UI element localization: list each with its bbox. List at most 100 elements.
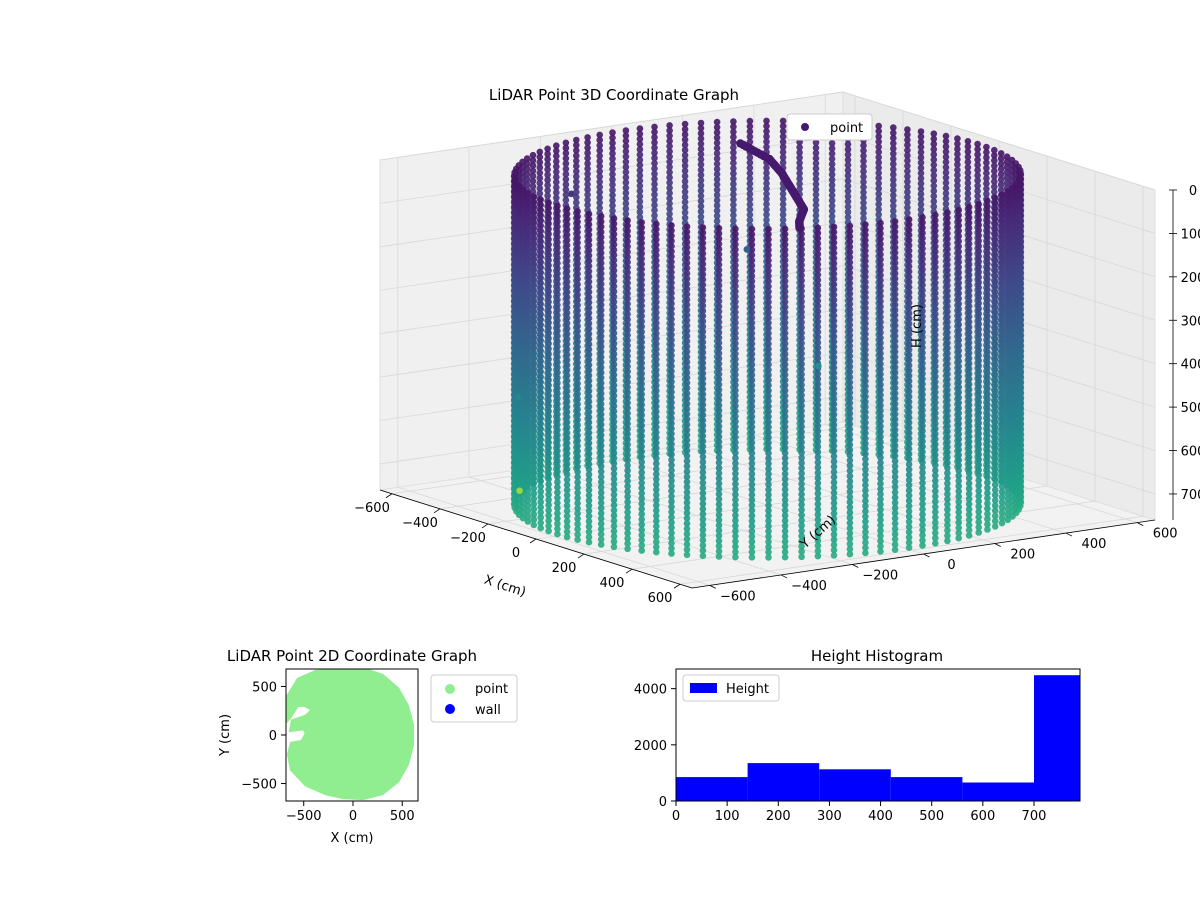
chart-3d-point [954, 192, 961, 200]
chart-3d-point [860, 189, 867, 196]
chart-3d-point [763, 211, 770, 218]
chart-3d-point [917, 169, 925, 177]
chart-3d-point [860, 194, 867, 201]
chart-3d-point [779, 117, 787, 125]
chart-3d-point [828, 166, 836, 173]
chart-3d-point [713, 170, 721, 178]
chart-3d-point [537, 524, 544, 532]
chart-3d-point [763, 185, 770, 192]
chart-3d-point [681, 183, 689, 190]
chart-3d-point [904, 162, 911, 170]
chart-3d-point [875, 206, 882, 213]
chart-3d-point [681, 162, 689, 169]
chart-3d-point [812, 196, 820, 204]
chart-3d-point [636, 161, 644, 169]
chart-3d-point [713, 139, 721, 147]
chart-3d-point [917, 190, 925, 198]
chart-3d-point [730, 123, 737, 130]
chart-3d-point [681, 209, 689, 216]
chart-3d-point [954, 145, 961, 153]
chart-3d-point [812, 165, 820, 172]
chart-3d-point [779, 128, 787, 135]
chart-3d-point [944, 537, 951, 545]
chart-3d-point [930, 135, 938, 143]
chart-3d-point [875, 180, 882, 187]
chart-3d-point [779, 133, 787, 140]
chart-3d-point [763, 133, 770, 140]
chart-3d-point [713, 160, 721, 168]
chart-3d-point [796, 159, 803, 167]
chart-3d-point [763, 174, 770, 182]
chart-3d-point [812, 154, 820, 162]
chart-3d-point [828, 181, 836, 189]
chart-3d-point [860, 199, 867, 207]
chart-3d-gridline-y [397, 157, 710, 586]
chart-3d-point [666, 169, 673, 176]
chart-3d-point [651, 186, 658, 193]
chart-3d-point [796, 180, 803, 187]
chart-3d-point [651, 170, 658, 178]
chart-3d-point [930, 161, 938, 169]
chart-3d-point [904, 209, 911, 217]
chart-3d-point [779, 201, 787, 208]
chart-3d-point [666, 210, 673, 218]
chart-3d-point [651, 191, 658, 198]
chart-3d-point [932, 540, 939, 547]
chart-3d-point [812, 175, 820, 183]
chart-3d-point [730, 139, 737, 146]
chart-3d-point [697, 182, 705, 189]
chart-3d-point [942, 174, 950, 181]
chart-3d-point [779, 216, 787, 224]
chart-3d-point [763, 169, 770, 177]
chart-3d-point [636, 125, 644, 132]
chart-3d-point [890, 160, 897, 168]
chart-3d-point [919, 542, 926, 549]
chart-3d-point [812, 144, 820, 152]
chart-3d-point [917, 149, 925, 156]
chart-3d-point [697, 161, 705, 168]
chart-3d-point [636, 146, 644, 153]
chart-3d-point [904, 152, 911, 159]
chart-3d-point [890, 171, 897, 178]
chart-3d-point [890, 150, 897, 157]
chart-3d-point [844, 167, 852, 174]
chart-3d-point [636, 130, 644, 138]
chart-3d-point [651, 160, 658, 167]
chart-3d-point [713, 197, 721, 204]
chart-3d-point [875, 195, 882, 203]
chart-3d-point [942, 132, 950, 140]
chart-3d-point [828, 145, 836, 152]
chart-3d-point [545, 527, 552, 535]
chart-3d-point [875, 127, 882, 135]
chart-3d-point [763, 180, 770, 187]
chart-3d-point [666, 132, 673, 140]
chart-3d-point [875, 211, 882, 218]
chart-3d-point [746, 123, 754, 130]
chart-3d-point [763, 128, 770, 135]
chart-3d-point [904, 136, 911, 144]
chart-3d-point [651, 139, 658, 146]
chart-3d-point [875, 174, 882, 182]
chart-3d-point [779, 190, 787, 198]
chart-3d-point [942, 138, 950, 145]
chart-3d-point [713, 165, 721, 173]
chart-3d-point [954, 171, 961, 179]
chart-3d-point [666, 195, 673, 202]
chart-3d-point [828, 202, 836, 210]
chart-3d-point [904, 141, 911, 149]
chart-3d-point [904, 199, 911, 206]
chart-3d-point [746, 169, 754, 177]
chart-3d-point [890, 129, 897, 137]
chart-3d-point [651, 123, 658, 131]
chart-3d-point [875, 154, 882, 161]
chart-3d-point [904, 173, 911, 180]
chart-3d-point [697, 171, 705, 179]
chart-3d-point [904, 131, 911, 138]
chart-3d-point [713, 181, 721, 188]
chart-3d-point [636, 140, 644, 148]
chart-3d-point [713, 118, 721, 126]
chart-3d-point [563, 533, 571, 541]
chart-3d-point [636, 182, 644, 190]
chart-3d-point [713, 176, 721, 183]
